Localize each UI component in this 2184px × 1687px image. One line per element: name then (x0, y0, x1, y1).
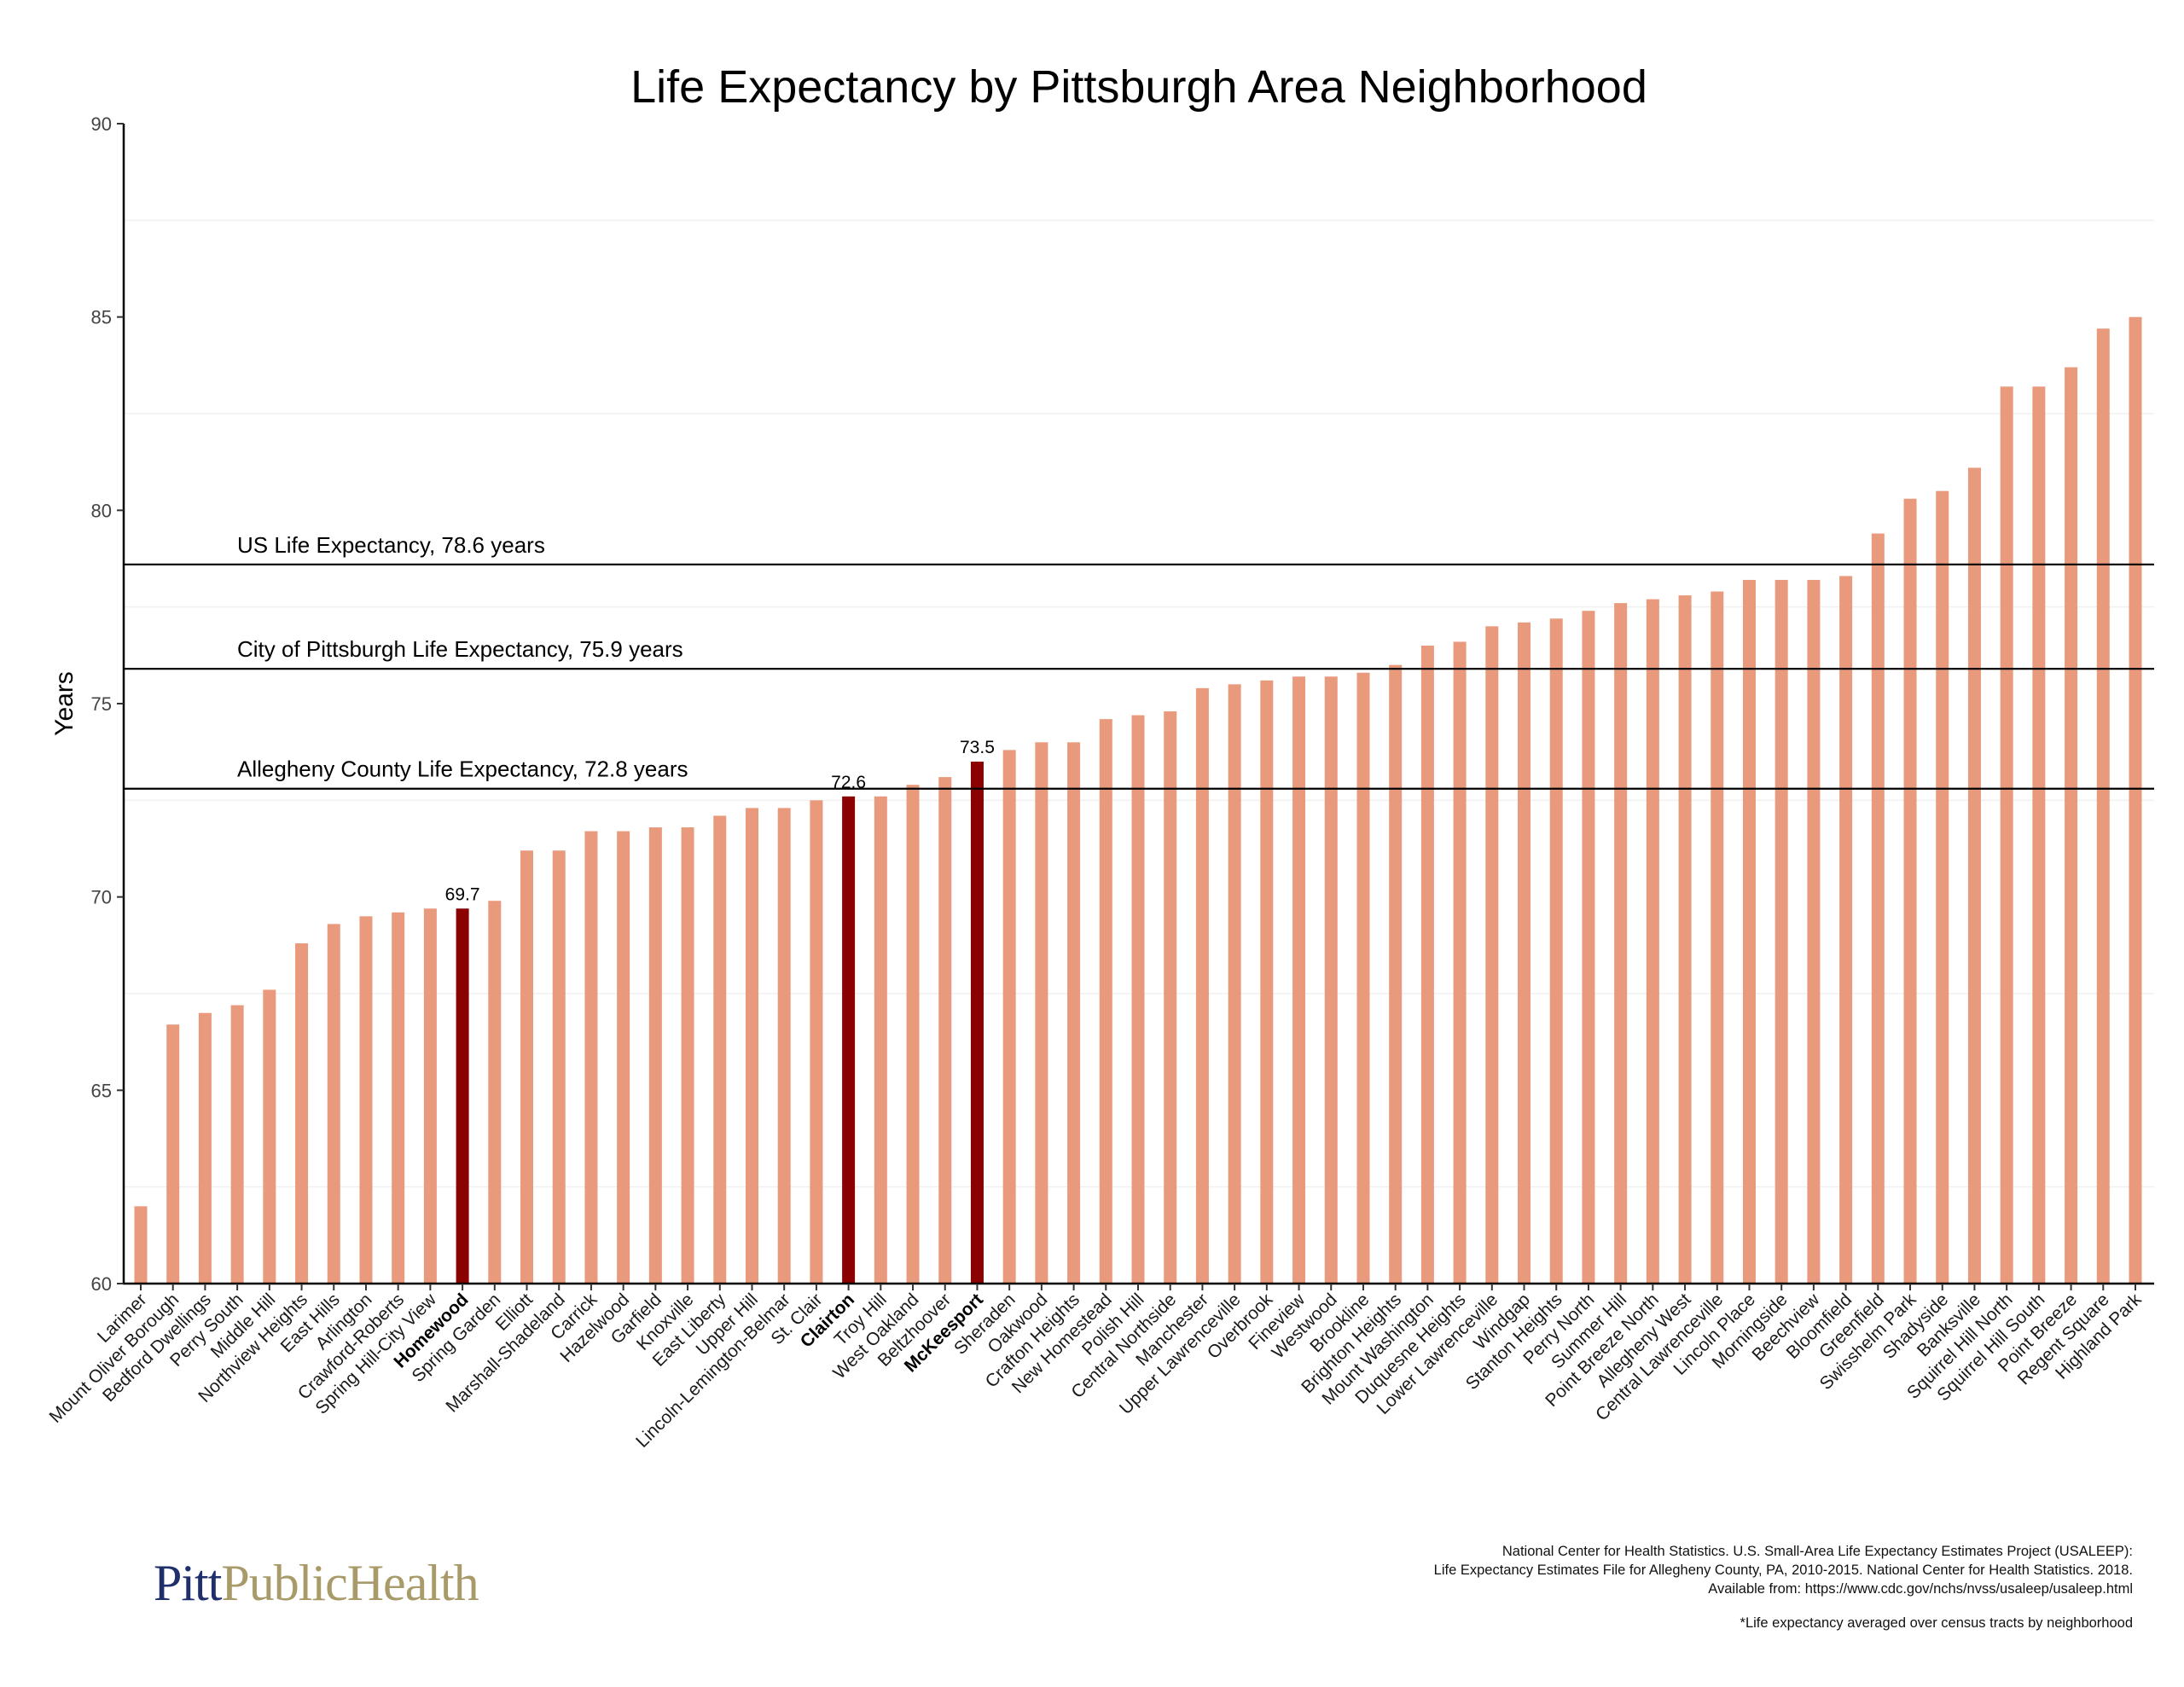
bar-squirrel-hill-north (2000, 386, 2013, 1284)
bar-highland-park (2129, 316, 2142, 1284)
bar-st-clair (810, 800, 823, 1284)
bar-upper-hill (745, 808, 758, 1284)
y-tick-label-75: 75 (91, 693, 112, 715)
pitt-public-health-logo: PittPublicHealth (154, 1554, 479, 1613)
bar-central-lawrenceville (1711, 591, 1724, 1284)
chart-title: Life Expectancy by Pittsburgh Area Neigh… (630, 61, 1647, 113)
bar-summer-hill (1614, 603, 1628, 1284)
y-tick-label-80: 80 (91, 500, 112, 521)
source-line-2: Life Expectancy Estimates File for Alleg… (1433, 1562, 2133, 1578)
bar-westwood (1324, 676, 1338, 1284)
bar-sheraden (1002, 750, 1016, 1284)
source-citation: National Center for Health Statistics. U… (1109, 1542, 2133, 1598)
bar-spring-hill-city-view (423, 908, 437, 1284)
bar-brookline (1356, 672, 1370, 1284)
reference-label-72-8: Allegheny County Life Expectancy, 72.8 y… (237, 757, 688, 782)
bar-middle-hill (263, 989, 276, 1284)
bar-larimer (134, 1206, 148, 1284)
bar-squirrel-hill-south (2032, 386, 2046, 1284)
bar-east-liberty (713, 815, 727, 1284)
bar-stanton-heights (1549, 618, 1563, 1284)
bar-central-northside (1164, 711, 1177, 1284)
bar-bedford-dwellings (198, 1012, 212, 1284)
bar-crafton-heights (1067, 742, 1081, 1284)
y-tick-label-60: 60 (91, 1273, 112, 1295)
bar-arlington (359, 916, 373, 1284)
bar-lincoln-place (1742, 579, 1756, 1284)
bar-overbrook (1260, 680, 1274, 1284)
bar-perry-south (230, 1005, 244, 1284)
bar-garfield (648, 827, 662, 1284)
bar-brighton-heights (1389, 664, 1403, 1284)
bar-point-breeze (2065, 367, 2078, 1284)
bars: 69.7 72.6 73.5 (134, 316, 2142, 1284)
y-tick-label-85: 85 (91, 307, 112, 328)
bar-regent-square (2096, 328, 2110, 1284)
bar-new-homestead (1099, 719, 1112, 1284)
bar-northview-heights (295, 943, 309, 1284)
bar-east-hills (327, 924, 340, 1284)
bar-bloomfield (1839, 576, 1853, 1284)
y-tick-label-65: 65 (91, 1080, 112, 1101)
y-tick-label-90: 90 (91, 113, 112, 135)
bar-clairton (842, 796, 856, 1284)
bar-mount-washington (1420, 646, 1434, 1284)
bar-knoxville (681, 827, 694, 1284)
reference-lines: US Life Expectancy, 78.6 years City of Pi… (124, 532, 2154, 790)
bar-perry-north (1582, 611, 1595, 1284)
source-line-3: Available from: https://www.cdc.gov/nchs… (1708, 1581, 2133, 1597)
bar-greenfield (1871, 533, 1885, 1284)
y-tick-label-70: 70 (91, 887, 112, 908)
bar-allegheny-west (1678, 595, 1692, 1284)
source-line-1: National Center for Health Statistics. U… (1502, 1544, 2133, 1559)
bar-windgap (1518, 622, 1531, 1284)
bar-west-oakland (906, 785, 920, 1284)
category-label-mount-oliver-borough: Mount Oliver Borough (46, 1290, 183, 1427)
data-label-clairton: 72.6 (831, 773, 866, 792)
bar-upper-lawrenceville (1228, 684, 1241, 1284)
bar-troy-hill (874, 796, 887, 1284)
logo-text-public-health: PublicHealth (221, 1555, 479, 1611)
bar-polish-hill (1131, 715, 1145, 1284)
data-label-homewood: 69.7 (445, 884, 480, 904)
bar-morningside (1774, 579, 1788, 1284)
bar-manchester (1195, 687, 1209, 1284)
bar-hazelwood (617, 831, 630, 1284)
bar-swisshelm-park (1903, 498, 1917, 1284)
bar-fineview (1292, 676, 1306, 1284)
bar-spring-garden (488, 901, 502, 1284)
bar-carrick (584, 831, 598, 1284)
bar-homewood (456, 908, 469, 1284)
bar-duquesne-heights (1453, 641, 1467, 1284)
bar-mckeesport (970, 762, 984, 1284)
bar-elliott (520, 850, 534, 1284)
bar-shadyside (1936, 490, 1949, 1284)
bar-crawford-roberts (392, 912, 405, 1284)
axes: 60 65 70 75 80 85 90 (91, 113, 2154, 1295)
logo-text-pitt: Pitt (154, 1555, 222, 1611)
reference-label-78-6: US Life Expectancy, 78.6 years (237, 532, 545, 558)
bar-beltzhoover (938, 777, 952, 1284)
bar-lincoln-lemington-belmar (777, 808, 791, 1284)
footnote: *Life expectancy averaged over census tr… (1740, 1615, 2133, 1631)
bar-mount-oliver-borough (166, 1024, 180, 1284)
bar-lower-lawrenceville (1485, 626, 1499, 1284)
data-label-mckeesport: 73.5 (960, 738, 995, 757)
y-axis-title: Years (50, 671, 78, 736)
bar-oakwood (1035, 742, 1048, 1284)
bar-marshall-shadeland (552, 850, 566, 1284)
reference-label-75-9: City of Pittsburgh Life Expectancy, 75.9… (237, 636, 683, 662)
bar-point-breeze-north (1646, 599, 1659, 1284)
bar-beechview (1807, 579, 1821, 1284)
bar-banksville (1967, 467, 1981, 1284)
